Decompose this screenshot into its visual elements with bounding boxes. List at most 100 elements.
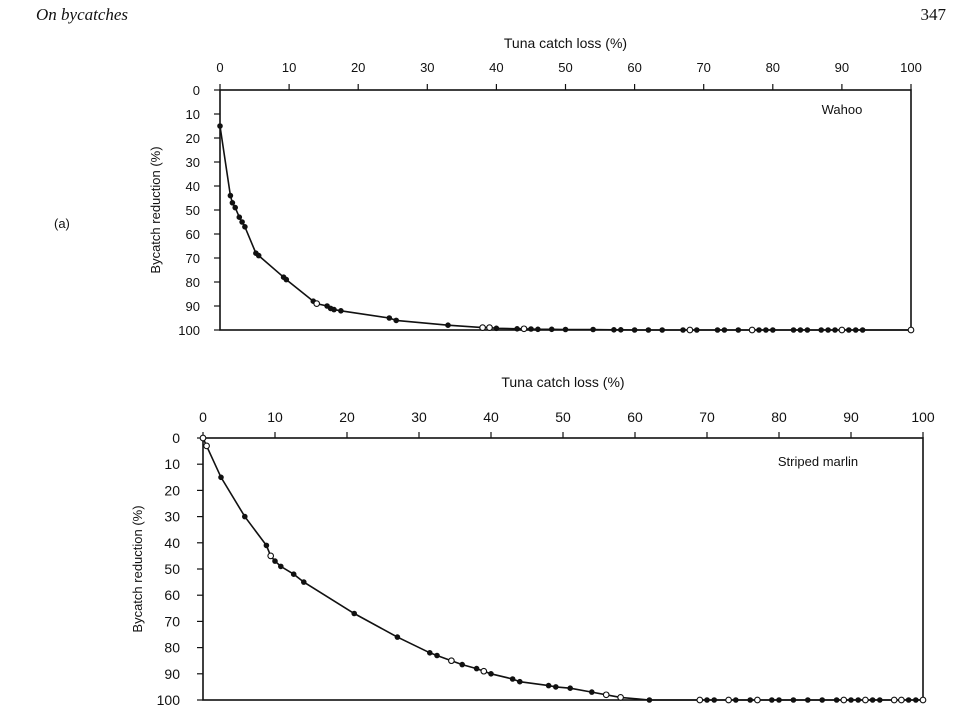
wahoo-data-point — [479, 324, 486, 331]
marlin-data-point — [840, 696, 848, 704]
marlin-data-point — [480, 667, 488, 675]
marlin-x-tick-label: 20 — [339, 409, 355, 425]
wahoo-data-point — [514, 325, 520, 332]
wahoo-data-point — [748, 326, 756, 334]
wahoo-data-point — [797, 327, 804, 333]
wahoo-data-point — [907, 326, 915, 334]
marlin-data-point — [218, 474, 224, 481]
marlin-data-point — [905, 697, 912, 703]
marlin-x-tick-label: 0 — [199, 409, 207, 425]
wahoo-chart: Tuna catch loss (%) 0 10 20 30 40 50 60 70 80 90 10… — [148, 35, 922, 338]
wahoo-data-point — [825, 327, 831, 333]
wahoo-y-tick-label: 100 — [178, 323, 200, 338]
marlin-data-point — [290, 571, 297, 578]
marlin-data-point — [434, 652, 440, 659]
wahoo-y-tick-label: 90 — [186, 299, 200, 314]
marlin-data-point — [351, 610, 358, 617]
panel-label: (a) — [54, 216, 70, 231]
marlin-x-axis-title: Tuna catch loss (%) — [501, 374, 624, 390]
marlin-data-point — [876, 697, 883, 703]
marlin-x-tick-label: 30 — [411, 409, 427, 425]
marlin-data-point — [704, 697, 710, 703]
marlin-data-point — [912, 697, 919, 703]
marlin-data-point — [848, 697, 854, 703]
wahoo-data-point — [486, 324, 493, 331]
wahoo-data-point — [445, 322, 451, 329]
marlin-data-point — [426, 649, 433, 656]
wahoo-x-tick-label: 20 — [351, 60, 365, 75]
marlin-x-tick-label: 80 — [771, 409, 787, 425]
wahoo-x-tick-label: 80 — [766, 60, 780, 75]
marlin-data-point — [747, 697, 753, 703]
marlin-data-point — [646, 697, 653, 703]
marlin-data-point — [567, 685, 573, 692]
marlin-x-tick-label: 40 — [483, 409, 499, 425]
marlin-y-tick-label: 70 — [164, 613, 180, 629]
wahoo-data-point — [790, 327, 797, 333]
wahoo-data-point — [338, 307, 344, 314]
marlin-y-tick-label: 30 — [164, 509, 180, 525]
wahoo-data-point — [386, 315, 393, 321]
wahoo-data-point — [242, 224, 248, 230]
marlin-data-point — [516, 678, 523, 685]
marlin-data-point — [602, 691, 610, 699]
wahoo-data-point — [859, 327, 866, 333]
wahoo-data-point — [255, 252, 262, 259]
marlin-data-point — [776, 697, 782, 703]
wahoo-x-tick-label: 0 — [216, 60, 223, 75]
wahoo-y-tick-label: 20 — [186, 131, 200, 146]
wahoo-y-tick-label: 40 — [186, 179, 200, 194]
wahoo-data-point — [590, 326, 596, 333]
marlin-data-point — [919, 696, 927, 704]
marlin-x-tick-label: 50 — [555, 409, 571, 425]
wahoo-plot-frame — [219, 89, 912, 331]
wahoo-data-point — [217, 123, 223, 129]
marlin-series-line — [202, 437, 923, 701]
wahoo-data-point — [239, 219, 245, 225]
marlin-data-point — [725, 696, 732, 704]
wahoo-y-tick-label: 80 — [186, 275, 200, 290]
page-header: On bycatches 347 — [0, 0, 960, 30]
marlin-y-tick-label: 20 — [164, 482, 180, 498]
wahoo-x-tick-label: 90 — [835, 60, 849, 75]
marlin-x-tick-label: 10 — [267, 409, 283, 425]
wahoo-data-point — [659, 327, 665, 333]
marlin-data-point — [696, 696, 704, 704]
marlin-data-point — [277, 563, 284, 570]
marlin-y-tick-label: 60 — [164, 587, 180, 603]
wahoo-y-tick-label: 60 — [186, 227, 200, 242]
wahoo-data-point — [528, 326, 534, 332]
wahoo-data-point — [236, 214, 243, 221]
wahoo-data-point — [232, 204, 239, 211]
wahoo-x-tick-label: 30 — [420, 60, 434, 75]
marlin-data-point — [588, 689, 595, 695]
wahoo-x-tick-label: 40 — [489, 60, 503, 75]
marlin-x-tick-label: 60 — [627, 409, 643, 425]
wahoo-y-axis-title: Bycatch reduction (%) — [148, 146, 163, 273]
wahoo-data-point — [535, 326, 541, 333]
marlin-data-point — [488, 670, 494, 677]
striped-marlin-chart: Tuna catch loss (%) 0 10 20 30 40 50 60 70 80 90 10… — [130, 374, 935, 708]
marlin-y-axis-title: Bycatch reduction (%) — [130, 505, 145, 632]
wahoo-data-point — [611, 326, 617, 333]
wahoo-data-point — [735, 327, 742, 333]
marlin-data-point — [552, 684, 559, 690]
wahoo-y-tick-label: 10 — [186, 107, 200, 122]
wahoo-data-point — [763, 327, 769, 333]
marlin-y-tick-label: 10 — [164, 456, 180, 472]
marlin-data-point — [267, 552, 275, 560]
marlin-data-point — [203, 442, 210, 450]
wahoo-data-point — [313, 300, 321, 307]
marlin-data-point — [459, 661, 466, 668]
wahoo-x-tick-label: 50 — [558, 60, 572, 75]
wahoo-data-point — [631, 327, 638, 333]
marlin-y-tick-label: 80 — [164, 640, 180, 656]
wahoo-data-point — [832, 327, 838, 333]
marlin-data-point — [545, 682, 552, 689]
wahoo-x-tick-label: 70 — [696, 60, 710, 75]
wahoo-x-tick-label: 60 — [627, 60, 641, 75]
marlin-x-tick-label: 70 — [699, 409, 715, 425]
wahoo-data-point — [520, 325, 528, 333]
marlin-data-point — [790, 697, 797, 703]
wahoo-data-point — [838, 326, 846, 334]
